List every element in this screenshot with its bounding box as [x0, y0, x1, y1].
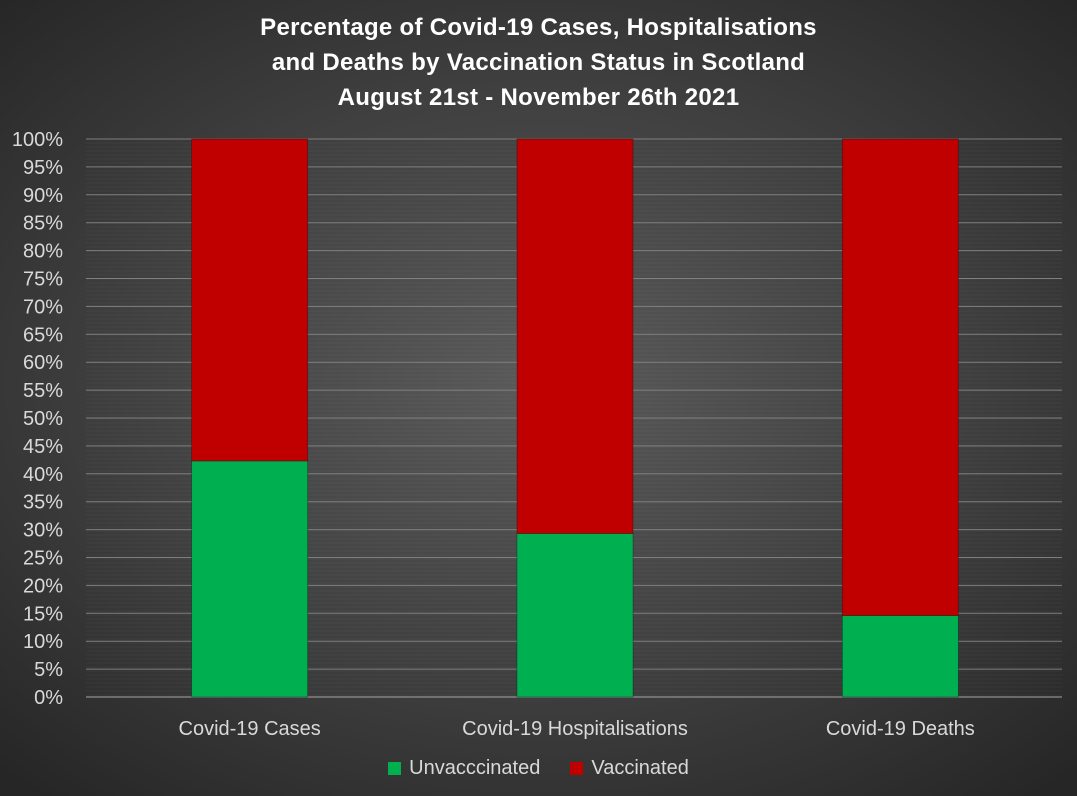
y-tick-label: 25% — [23, 548, 63, 570]
x-tick-label: Covid-19 Cases — [179, 718, 321, 740]
legend-item-vaccinated: Vaccinated — [570, 757, 689, 780]
y-tick-label: 0% — [34, 687, 63, 709]
y-tick-label: 5% — [34, 659, 63, 681]
legend-swatch-unvaccinated — [388, 762, 402, 775]
chart-title-line-1: Percentage of Covid-19 Cases, Hospitalis… — [260, 14, 817, 41]
bar-vaccinated-2 — [516, 138, 634, 534]
y-tick-label: 20% — [23, 575, 63, 597]
legend-item-unvaccinated: Unvacccinated — [388, 757, 540, 780]
y-tick-label: 85% — [23, 213, 63, 235]
bar-unvacccinated-1 — [191, 460, 309, 698]
y-tick-label: 30% — [23, 520, 63, 542]
legend-label-vaccinated: Vaccinated — [591, 757, 689, 779]
y-tick-label: 90% — [23, 185, 63, 207]
legend-label-unvaccinated: Unvacccinated — [409, 757, 541, 779]
bar-unvacccinated-2 — [516, 533, 634, 698]
bar-unvacccinated-3 — [841, 615, 959, 698]
x-tick-label: Covid-19 Hospitalisations — [462, 718, 688, 740]
y-tick-label: 95% — [23, 157, 63, 179]
y-tick-label: 80% — [23, 241, 63, 263]
y-tick-label: 60% — [23, 352, 63, 374]
chart-title-line-2: and Deaths by Vaccination Status in Scot… — [271, 49, 806, 76]
y-tick-label: 50% — [23, 408, 63, 430]
y-tick-label: 65% — [23, 324, 63, 346]
legend-swatch-vaccinated — [570, 762, 584, 775]
y-tick-label: 10% — [23, 631, 63, 653]
chart-title-line-3: August 21st - November 26th 2021 — [337, 84, 740, 111]
bar-vaccinated-3 — [841, 138, 959, 616]
bar-vaccinated-1 — [191, 138, 309, 462]
chart-title: Percentage of Covid-19 Cases, Hospitalis… — [0, 10, 1077, 115]
y-tick-label: 70% — [23, 296, 63, 318]
x-tick-label: Covid-19 Deaths — [826, 718, 975, 740]
y-tick-label: 100% — [12, 129, 63, 151]
y-tick-label: 75% — [23, 269, 63, 291]
y-tick-label: 40% — [23, 464, 63, 486]
y-tick-label: 45% — [23, 436, 63, 458]
y-tick-label: 55% — [23, 380, 63, 402]
y-tick-label: 35% — [23, 492, 63, 514]
y-tick-label: 15% — [23, 603, 63, 625]
chart-legend: Unvacccinated Vaccinated — [0, 757, 1077, 780]
